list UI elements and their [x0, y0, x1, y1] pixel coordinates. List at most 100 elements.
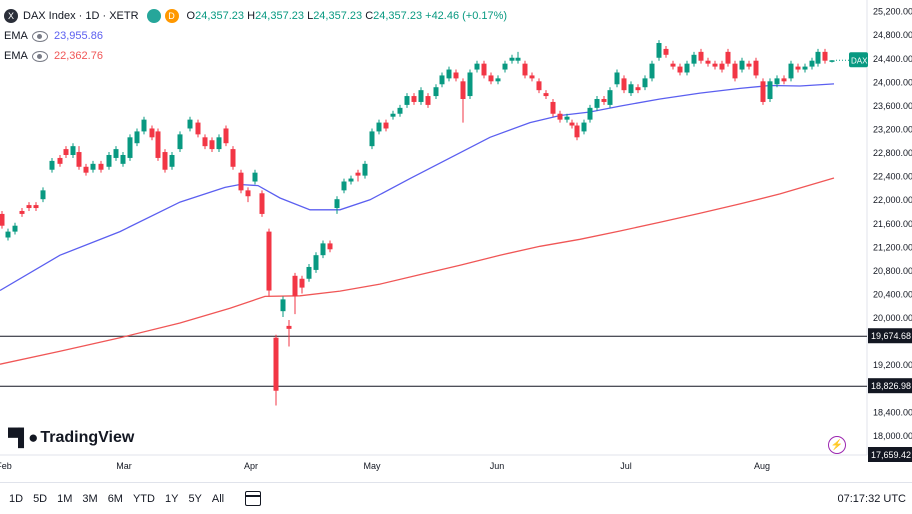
candle — [684, 63, 690, 73]
ema-fast-row[interactable]: EMA 23,955.86 — [4, 26, 507, 46]
tradingview-logo: ▀▌● TradingView — [8, 428, 135, 447]
candle — [767, 81, 773, 100]
x-tick-label: Aug — [754, 461, 770, 471]
candle — [829, 60, 835, 62]
eye-icon[interactable] — [32, 50, 48, 62]
candle — [49, 160, 55, 170]
symbol-title[interactable]: DAX Index · 1D · XETR — [23, 10, 139, 22]
candle — [481, 63, 487, 76]
candle — [607, 90, 613, 105]
range-button-1m[interactable]: 1M — [57, 492, 73, 505]
range-button-ytd[interactable]: YTD — [132, 492, 155, 505]
range-button-5d[interactable]: 5D — [33, 492, 48, 505]
candle — [177, 134, 183, 150]
candle — [383, 122, 389, 129]
candle — [460, 81, 466, 100]
candle — [795, 66, 801, 70]
eye-icon[interactable] — [32, 30, 48, 42]
candle — [809, 60, 815, 67]
candle — [433, 87, 439, 97]
candle — [313, 255, 319, 270]
candle — [439, 75, 445, 85]
y-tick-label: 22,800.00 — [873, 148, 912, 158]
candle — [127, 137, 133, 158]
candle — [574, 125, 580, 138]
candle — [550, 101, 556, 114]
hline-price-label: 18,826.98 — [871, 381, 911, 391]
ohlc-values: O24,357.23 H24,357.23 L24,357.23 C24,357… — [186, 10, 508, 22]
candle — [509, 57, 515, 61]
candle — [495, 78, 501, 82]
hline-price-tag — [868, 378, 912, 394]
candle — [259, 193, 265, 214]
symbol-row[interactable]: X DAX Index · 1D · XETR D O24,357.23 H24… — [4, 6, 507, 26]
candle — [280, 299, 286, 312]
y-tick-label: 23,200.00 — [873, 124, 912, 134]
symbol-logo-icon: X — [4, 9, 18, 23]
x-tick-label: Mar — [116, 461, 132, 471]
y-tick-label: 24,800.00 — [873, 30, 912, 40]
ema-slow-row[interactable]: EMA 22,362.76 — [4, 46, 507, 66]
ema-slow-label: EMA — [4, 50, 28, 62]
y-tick-label: 25,200.00 — [873, 7, 912, 17]
y-tick-label: 23,600.00 — [873, 101, 912, 111]
range-button-3m[interactable]: 3M — [82, 492, 98, 505]
candle — [557, 113, 563, 120]
candle — [677, 66, 683, 73]
candle — [26, 205, 32, 209]
candle — [397, 107, 403, 114]
candle — [712, 63, 718, 67]
candle — [5, 231, 11, 238]
delay-badge[interactable]: D — [164, 9, 179, 23]
candle — [195, 122, 201, 135]
range-button-6m[interactable]: 6M — [107, 492, 123, 505]
candle — [83, 166, 89, 173]
candle — [822, 51, 828, 61]
candle — [536, 81, 542, 91]
ema-slow-value: 22,362.76 — [54, 50, 103, 62]
candle — [149, 128, 155, 138]
candle — [162, 152, 168, 170]
range-button-1y[interactable]: 1Y — [164, 492, 179, 505]
range-button-all[interactable]: All — [211, 492, 225, 505]
candle — [663, 48, 669, 55]
clock[interactable]: 07:17:32 UTC — [837, 492, 906, 505]
y-tick-label: 20,000.00 — [873, 313, 912, 323]
price-chart[interactable]: 25,200.00 24,800.00 24,400.00 24,000.00 23,6… — [0, 0, 912, 482]
candle — [12, 225, 18, 232]
calendar-icon[interactable] — [245, 491, 262, 506]
candle — [19, 210, 25, 214]
candle — [543, 93, 549, 97]
x-tick-label: May — [363, 461, 381, 471]
candle — [245, 190, 251, 197]
candle — [187, 119, 193, 129]
chart-legend: X DAX Index · 1D · XETR D O24,357.23 H24… — [4, 6, 507, 66]
market-status-icon[interactable] — [146, 9, 161, 23]
candle — [376, 122, 382, 132]
candle — [698, 51, 704, 61]
hline-price-label: 19,674.68 — [871, 331, 911, 341]
y-tick-label: 22,000.00 — [873, 195, 912, 205]
candle — [98, 163, 104, 170]
candle — [63, 149, 69, 155]
candle — [273, 337, 279, 391]
candle — [746, 63, 752, 67]
candle — [202, 137, 208, 147]
y-tick-label: 22,400.00 — [873, 172, 912, 182]
ema-fast-value: 23,955.86 — [54, 30, 103, 42]
x-tick-label: Jun — [490, 461, 505, 471]
candle — [0, 213, 5, 226]
hline-price-tag — [868, 328, 912, 344]
candle — [453, 72, 459, 79]
candle — [348, 178, 354, 182]
candle — [569, 122, 575, 126]
candle — [299, 278, 305, 288]
range-button-5y[interactable]: 5Y — [188, 492, 202, 505]
x-tick-label: Apr — [244, 461, 258, 471]
y-tick-label: 21,600.00 — [873, 219, 912, 229]
candle — [418, 90, 424, 102]
range-button-1d[interactable]: 1D — [9, 492, 24, 505]
lightning-icon[interactable]: ⚡ — [828, 436, 846, 454]
candle — [390, 113, 396, 117]
candle — [76, 152, 82, 167]
